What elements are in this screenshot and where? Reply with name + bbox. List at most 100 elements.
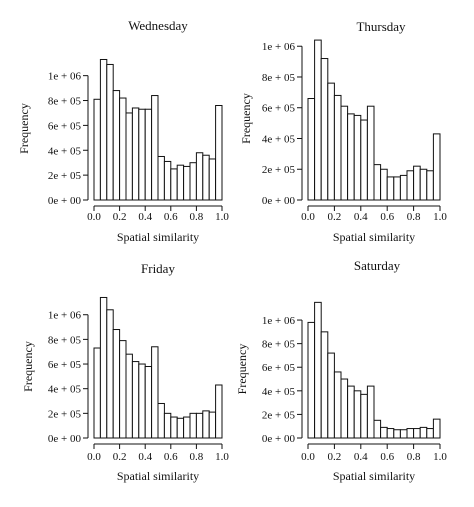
x-tick-label: 1.0	[433, 211, 447, 223]
y-tick-label: 4e + 05	[48, 145, 82, 157]
histogram-bar	[413, 428, 421, 439]
y-tick-label: 6e + 05	[48, 359, 82, 371]
histogram-bar	[106, 309, 114, 439]
histogram-bar	[202, 410, 210, 439]
y-tick-label: 1e + 06	[262, 315, 296, 327]
x-axis-label: Spatial similarity	[117, 469, 199, 483]
histogram-bar	[373, 164, 382, 201]
histogram-bar	[112, 329, 121, 439]
y-tick-label: 2e + 05	[48, 408, 82, 420]
x-tick-label: 0.2	[113, 211, 127, 223]
histogram-bar	[183, 416, 191, 439]
y-tick-label: 1e + 06	[48, 310, 82, 322]
histogram-bar	[119, 340, 127, 439]
histogram-bar	[393, 429, 401, 439]
y-tick-label: 4e + 05	[262, 133, 296, 145]
histogram-bar	[386, 428, 395, 439]
histogram-bar	[399, 429, 408, 439]
histogram-bar	[399, 174, 408, 201]
x-tick-label: 0.6	[164, 211, 178, 223]
histogram-bar	[195, 152, 204, 201]
histogram-bar	[373, 419, 382, 439]
histogram-bar	[419, 426, 428, 439]
histogram-bar	[360, 393, 368, 439]
y-tick-label: 6e + 05	[262, 103, 296, 115]
y-tick-label: 6e + 05	[262, 362, 296, 374]
y-tick-label: 4e + 05	[48, 384, 82, 396]
histogram-bar	[138, 363, 146, 439]
x-tick-label: 0.8	[190, 211, 204, 223]
y-tick-label: 8e + 05	[48, 96, 82, 108]
histogram-bar	[106, 63, 114, 201]
x-axis-label: Spatial similarity	[117, 230, 199, 244]
x-tick-label: 0.2	[328, 451, 342, 463]
histogram-bar	[314, 39, 322, 201]
histogram-bar	[333, 94, 342, 201]
histogram-bar	[413, 165, 421, 201]
y-axis-label: Frequency	[21, 341, 35, 392]
x-axis-label: Spatial similarity	[333, 230, 415, 244]
histogram-bar	[307, 98, 316, 201]
x-axis-label: Spatial similarity	[333, 469, 415, 483]
histogram-bar	[340, 105, 349, 201]
y-tick-label: 0e + 00	[262, 195, 296, 207]
histogram-bar	[163, 412, 172, 439]
histogram-bar	[347, 385, 355, 439]
histogram-bar	[320, 58, 329, 201]
histogram-bar	[157, 402, 165, 439]
x-tick-label: 1.0	[215, 451, 229, 463]
histogram-bar	[112, 90, 121, 201]
y-tick-label: 2e + 05	[48, 170, 82, 182]
y-tick-label: 8e + 05	[262, 339, 296, 351]
histogram-bar	[419, 168, 428, 201]
y-tick-label: 8e + 05	[262, 72, 296, 84]
histogram-bar	[380, 168, 388, 201]
y-axis-label: Frequency	[17, 103, 31, 154]
histogram-bar	[366, 385, 375, 439]
y-tick-label: 4e + 05	[262, 386, 296, 398]
histogram-bar	[426, 170, 434, 201]
histogram-bar	[340, 378, 349, 439]
histogram-bar	[215, 105, 223, 201]
x-tick-label: 0.8	[407, 211, 421, 223]
x-tick-label: 0.8	[190, 451, 204, 463]
histogram-bar	[327, 352, 335, 439]
histogram-bar	[183, 165, 191, 201]
histogram-bar	[176, 417, 185, 439]
histogram-bar	[170, 416, 178, 439]
chart-title: Friday	[141, 261, 175, 276]
histogram-bar	[393, 176, 401, 201]
chart-title: Wednesday	[128, 18, 188, 33]
histogram-bar	[353, 114, 362, 201]
histogram-bar	[144, 108, 153, 201]
y-tick-label: 0e + 00	[48, 433, 82, 445]
histogram-bar	[176, 164, 185, 201]
y-tick-label: 2e + 05	[262, 164, 296, 176]
x-tick-label: 0.0	[301, 451, 315, 463]
chart-panel-2: Thursday 0e + 00 2e + 05 4e + 05 6e + 05 8e +…	[239, 19, 447, 244]
x-tick-label: 0.0	[87, 211, 101, 223]
histogram-bar	[320, 331, 329, 439]
histogram-bar	[333, 371, 342, 439]
histogram-bar	[380, 426, 388, 439]
x-tick-label: 0.0	[301, 211, 315, 223]
histogram-bar	[138, 108, 146, 201]
histogram-bar	[170, 168, 178, 201]
histogram-bar	[208, 411, 217, 439]
histogram-bar	[125, 353, 133, 439]
histogram-bar	[195, 412, 204, 439]
y-tick-label: 8e + 05	[48, 334, 82, 346]
histogram-bar	[347, 113, 355, 201]
histogram-bar	[432, 133, 441, 201]
x-tick-label: 1.0	[433, 451, 447, 463]
x-tick-label: 0.4	[138, 451, 152, 463]
x-tick-label: 0.6	[164, 451, 178, 463]
histogram-bar	[99, 58, 108, 201]
y-tick-label: 0e + 00	[262, 433, 296, 445]
chart-panel-3: Friday 0e + 00 2e + 05 4e + 05 6e + 05 8e + 0…	[21, 261, 229, 483]
y-axis-label: Frequency	[239, 93, 253, 144]
x-tick-label: 0.8	[407, 451, 421, 463]
histogram-bar	[215, 384, 223, 439]
histogram-bar	[353, 390, 362, 439]
